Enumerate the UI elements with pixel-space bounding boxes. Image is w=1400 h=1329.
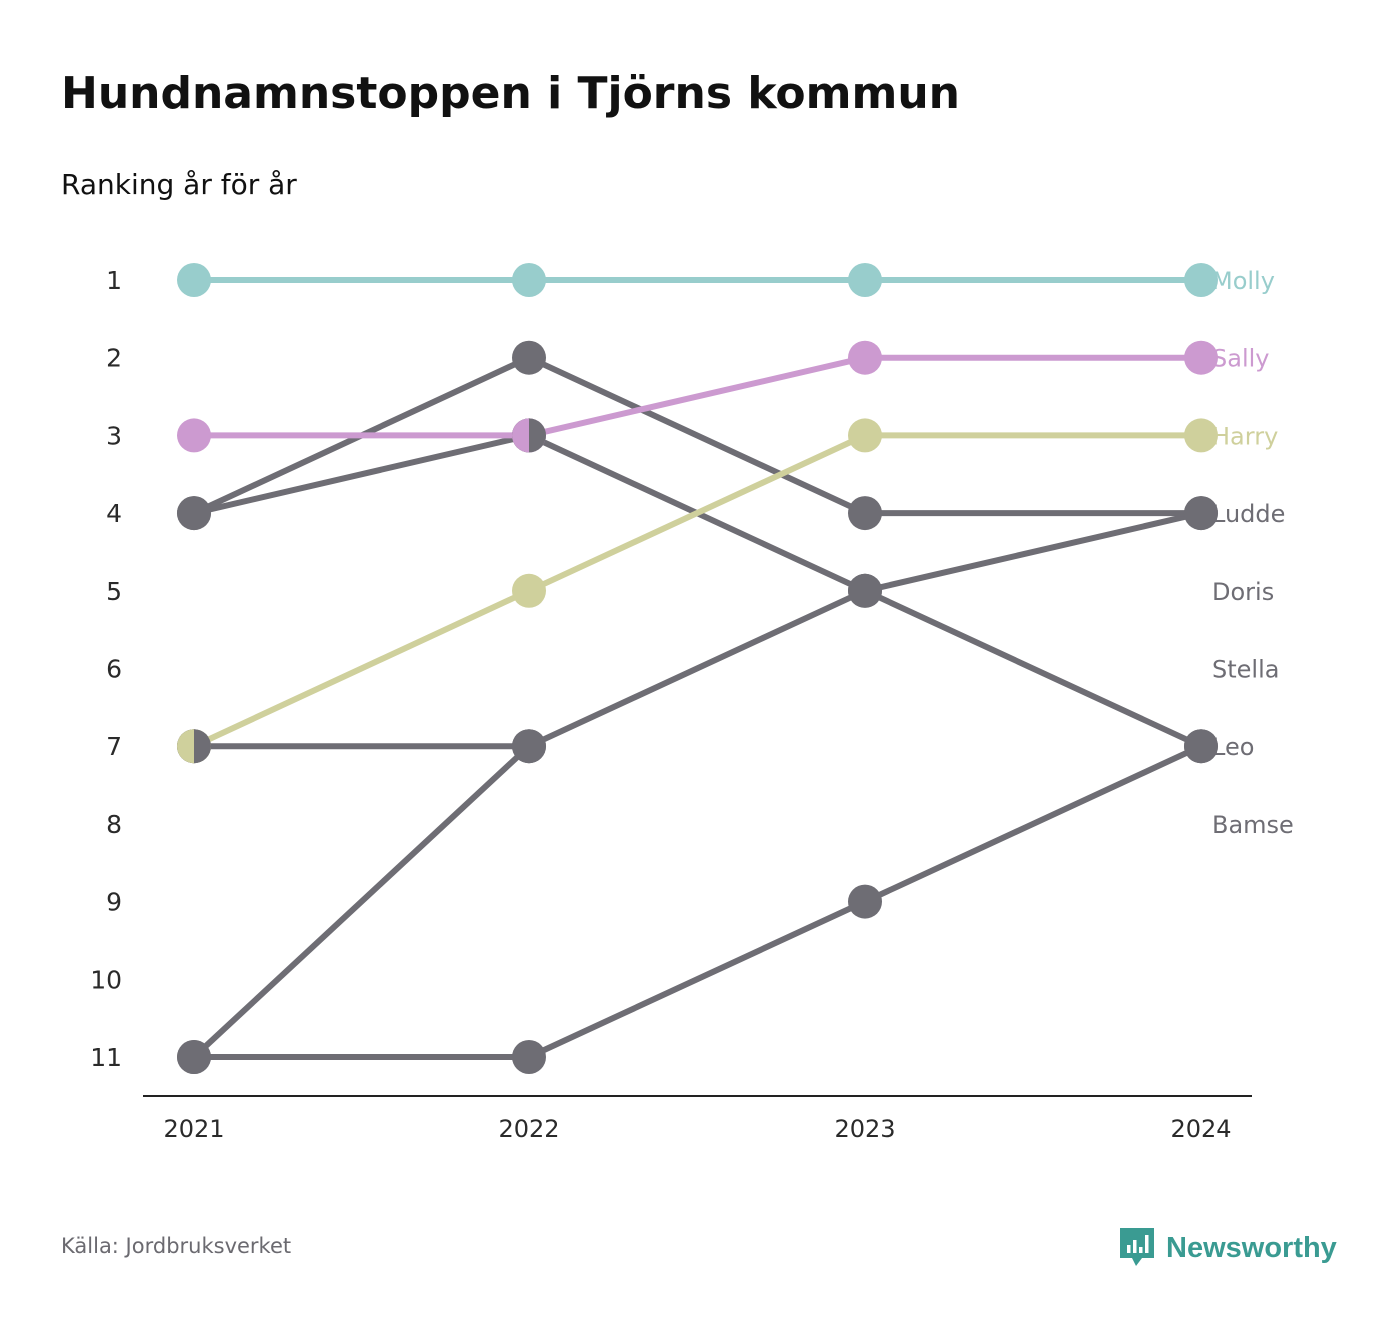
series-label-doris: Doris xyxy=(1212,578,1274,606)
point-sally xyxy=(177,418,211,453)
point-sally xyxy=(848,340,882,375)
y-tick-label: 10 xyxy=(90,965,122,994)
x-tick-label: 2024 xyxy=(1170,1115,1231,1143)
shared-point-half xyxy=(512,418,529,453)
shared-point-half xyxy=(177,729,194,764)
chart-title: Hundnamnstoppen i Tjörns kommun xyxy=(61,68,960,119)
point-molly xyxy=(177,263,211,297)
series-line-leo xyxy=(526,898,868,1060)
series-label-harry: Harry xyxy=(1212,422,1278,450)
point-harry xyxy=(848,418,882,453)
point-harry xyxy=(1184,418,1218,453)
y-tick-label: 7 xyxy=(106,732,122,761)
series-line-ludde xyxy=(191,743,532,1060)
series-line-ludde xyxy=(526,587,868,750)
series-line-harry xyxy=(526,432,868,594)
brand-logo: Newsworthy xyxy=(1118,1226,1337,1270)
newsworthy-logo-icon xyxy=(1120,1228,1154,1266)
source-note: Källa: Jordbruksverket xyxy=(61,1234,292,1258)
bump-chart: 1 2 3 4 5 6 7 8 9 10 11 2021 2022 2023 2024 Molly Sally H… xyxy=(90,263,1294,1143)
x-tick-label: 2023 xyxy=(834,1115,895,1143)
series-label-bamse: Bamse xyxy=(1212,811,1294,839)
point-bamse xyxy=(512,729,546,764)
x-tick-label: 2021 xyxy=(163,1115,224,1143)
point-leo xyxy=(512,1040,546,1074)
series-line-harry xyxy=(191,587,532,750)
point-doris xyxy=(512,340,546,375)
y-tick-label: 2 xyxy=(106,344,122,373)
series-label-stella: Stella xyxy=(1212,656,1279,684)
series-label-molly: Molly xyxy=(1212,267,1275,295)
y-tick-label: 1 xyxy=(106,266,122,295)
point-molly xyxy=(848,263,882,297)
point-leo xyxy=(848,884,882,919)
series-line-stella xyxy=(191,432,532,517)
y-tick-label: 9 xyxy=(106,888,122,917)
series-line-leo xyxy=(862,743,1204,905)
series-line-ludde xyxy=(862,510,1204,594)
point-molly xyxy=(1184,263,1218,297)
series-line-sally xyxy=(526,354,868,439)
series-line-doris xyxy=(526,354,868,517)
y-tick-label: 6 xyxy=(106,655,122,684)
point-leo xyxy=(177,1040,211,1074)
y-tick-label: 8 xyxy=(106,810,122,839)
series-line-stella xyxy=(862,587,1204,750)
point-stella xyxy=(177,496,211,531)
y-tick-label: 4 xyxy=(106,499,122,528)
point-sally xyxy=(1184,340,1218,375)
series-label-sally: Sally xyxy=(1212,345,1269,373)
point-stella xyxy=(848,573,882,608)
point-leo xyxy=(1184,729,1218,764)
series-label-leo: Leo xyxy=(1212,733,1254,761)
point-doris xyxy=(848,496,882,531)
x-tick-label: 2022 xyxy=(498,1115,559,1143)
point-doris xyxy=(1184,496,1218,531)
brand-name: Newsworthy xyxy=(1166,1231,1337,1264)
y-tick-label: 11 xyxy=(90,1043,122,1072)
y-tick-label: 3 xyxy=(106,421,122,450)
y-tick-label: 5 xyxy=(106,577,122,606)
point-harry xyxy=(512,573,546,608)
chart-subtitle: Ranking år för år xyxy=(61,168,297,201)
point-molly xyxy=(512,263,546,297)
series-label-ludde: Ludde xyxy=(1212,500,1285,528)
